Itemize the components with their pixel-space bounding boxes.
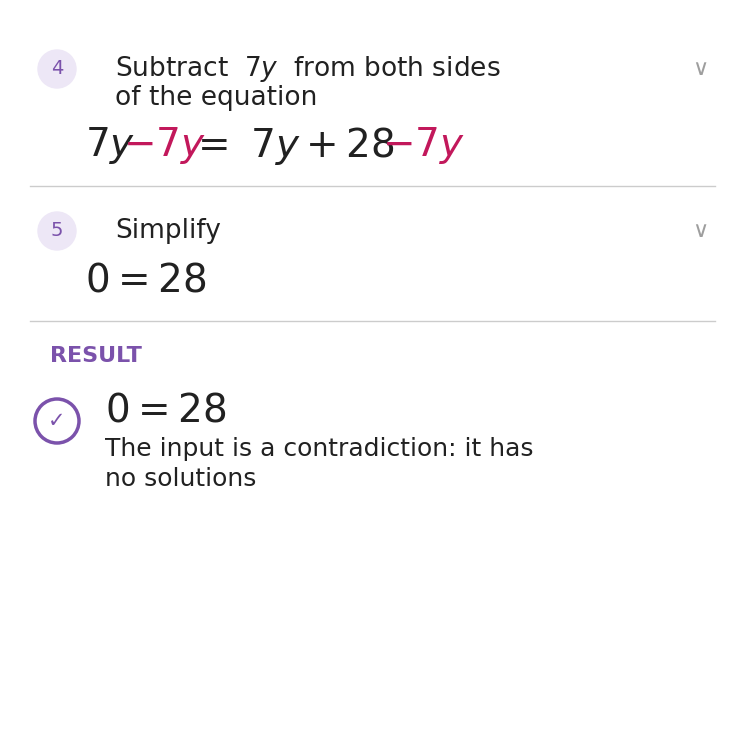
Text: $0 = 28$: $0 = 28$	[85, 262, 206, 300]
Text: Subtract  $7y$  from both sides: Subtract $7y$ from both sides	[115, 54, 500, 84]
Text: ∨: ∨	[692, 221, 708, 241]
Circle shape	[38, 50, 76, 88]
Text: $-7y$: $-7y$	[382, 125, 465, 167]
Text: ✓: ✓	[48, 411, 66, 431]
Text: RESULT: RESULT	[50, 346, 142, 366]
Text: The input is a contradiction: it has: The input is a contradiction: it has	[105, 437, 534, 461]
Circle shape	[38, 212, 76, 250]
Text: 5: 5	[50, 222, 63, 241]
Text: Simplify: Simplify	[115, 218, 221, 244]
Text: ∨: ∨	[692, 59, 708, 79]
Text: of the equation: of the equation	[115, 85, 317, 111]
Text: $=\ 7y + 28$: $=\ 7y + 28$	[190, 125, 395, 167]
Text: no solutions: no solutions	[105, 467, 256, 491]
Text: $-7y$: $-7y$	[123, 125, 206, 167]
Text: $7y$: $7y$	[85, 125, 135, 167]
Text: $0 = 28$: $0 = 28$	[105, 392, 226, 430]
Text: 4: 4	[51, 59, 63, 79]
